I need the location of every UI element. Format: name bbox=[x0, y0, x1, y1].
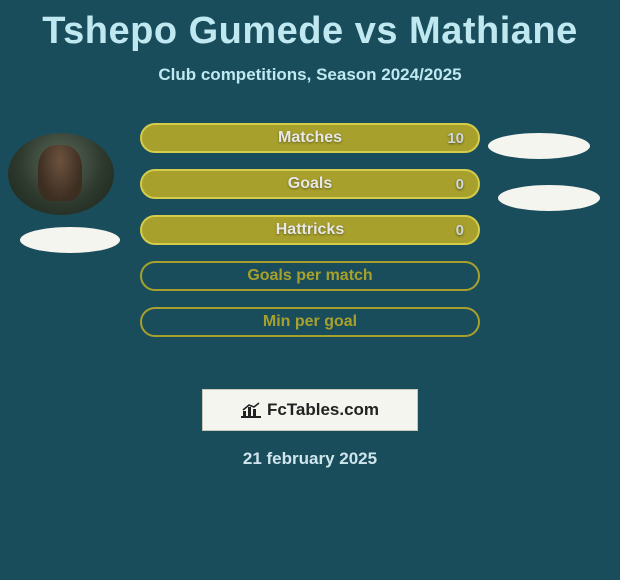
placeholder-pill-right-1 bbox=[488, 133, 590, 159]
subtitle: Club competitions, Season 2024/2025 bbox=[0, 65, 620, 85]
stat-bar-goals-per-match: Goals per match bbox=[140, 261, 480, 291]
stat-value: 0 bbox=[456, 222, 464, 239]
stat-value: 0 bbox=[456, 176, 464, 193]
placeholder-pill-right-2 bbox=[498, 185, 600, 211]
comparison-panel: Matches 10 Goals 0 Hattricks 0 Goals per… bbox=[0, 123, 620, 383]
stat-bar-min-per-goal: Min per goal bbox=[140, 307, 480, 337]
player-avatar-left bbox=[8, 133, 114, 215]
stat-label: Goals bbox=[288, 175, 332, 193]
brand-badge: FcTables.com bbox=[202, 389, 418, 431]
stat-label: Matches bbox=[278, 129, 342, 147]
stat-label: Min per goal bbox=[263, 313, 357, 331]
stat-bars: Matches 10 Goals 0 Hattricks 0 Goals per… bbox=[140, 123, 480, 353]
stat-bar-hattricks: Hattricks 0 bbox=[140, 215, 480, 245]
stat-value: 10 bbox=[447, 130, 464, 147]
stat-bar-matches: Matches 10 bbox=[140, 123, 480, 153]
stat-label: Hattricks bbox=[276, 221, 344, 239]
placeholder-pill-left bbox=[20, 227, 120, 253]
page-title: Tshepo Gumede vs Mathiane bbox=[0, 0, 620, 53]
stat-label: Goals per match bbox=[247, 267, 372, 285]
brand-text: FcTables.com bbox=[267, 400, 379, 420]
chart-icon bbox=[241, 402, 261, 418]
date-text: 21 february 2025 bbox=[0, 449, 620, 469]
stat-bar-goals: Goals 0 bbox=[140, 169, 480, 199]
